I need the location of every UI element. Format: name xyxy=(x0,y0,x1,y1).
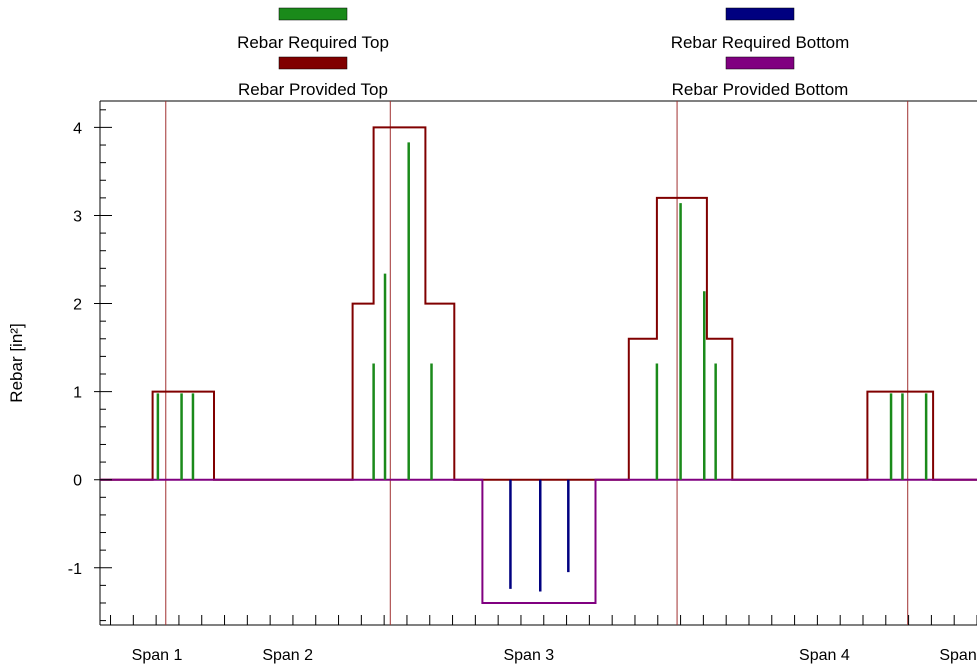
y-axis-label: Rebar [in²] xyxy=(7,323,26,402)
x-axis: Span 1 Span 2 Span 3 Span 4 Span 5 xyxy=(110,615,977,664)
span-label: Span 3 xyxy=(503,647,554,664)
y-tick-label: -1 xyxy=(68,561,82,578)
series-line xyxy=(100,126,977,481)
y-tick-label: 0 xyxy=(73,473,82,490)
legend-swatch xyxy=(278,56,348,70)
legend-label: Rebar Required Bottom xyxy=(671,33,850,52)
span-label: Span 2 xyxy=(262,647,313,664)
legend-label: Rebar Provided Top xyxy=(238,80,388,99)
legend-swatch xyxy=(725,56,795,70)
y-tick-label: 2 xyxy=(73,297,82,314)
legend-label: Rebar Provided Bottom xyxy=(672,80,849,99)
legend-swatch xyxy=(278,7,348,21)
plot-frame xyxy=(99,100,977,626)
legend-swatch xyxy=(725,7,795,21)
support-lines xyxy=(165,101,909,625)
span-label: Span 5 xyxy=(939,647,977,664)
y-axis: -1 0 1 2 3 4 xyxy=(68,109,112,622)
y-tick-label: 3 xyxy=(73,208,82,225)
span-label: Span 4 xyxy=(799,647,850,664)
legend-label: Rebar Required Top xyxy=(237,33,389,52)
y-tick-label: 4 xyxy=(73,120,82,137)
legend: Rebar Required Top Rebar Required Bottom R… xyxy=(237,7,850,99)
span-label: Span 1 xyxy=(132,647,183,664)
series-line xyxy=(100,478,977,604)
series-group xyxy=(100,126,977,604)
y-tick-label: 1 xyxy=(73,385,82,402)
